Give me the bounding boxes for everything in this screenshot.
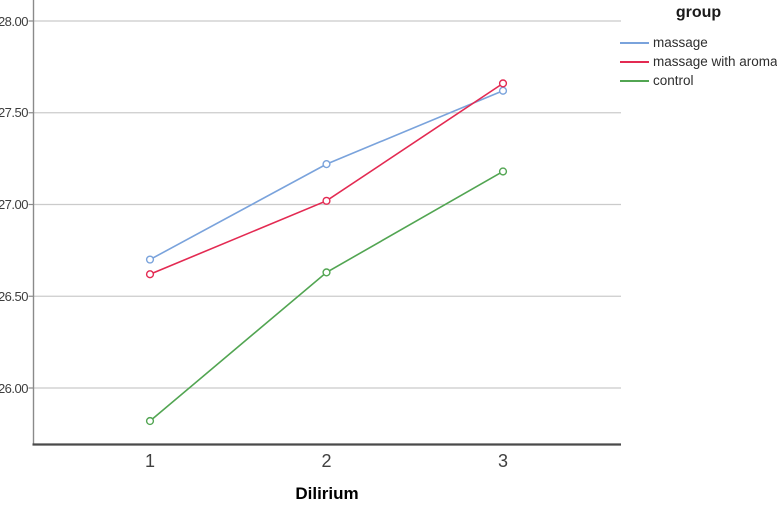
data-point-marker bbox=[498, 79, 508, 88]
data-point-marker bbox=[322, 268, 331, 277]
x-axis-title: Dilirium bbox=[295, 484, 359, 503]
y-tick-label: 26.50 bbox=[0, 288, 29, 304]
y-tick-label: 27.50 bbox=[0, 105, 29, 121]
data-point-marker bbox=[322, 196, 331, 205]
data-point-marker bbox=[498, 167, 508, 176]
legend-line-swatch bbox=[620, 41, 649, 44]
y-tick-label: 26.00 bbox=[0, 380, 29, 396]
x-tick-label: 2 bbox=[321, 451, 332, 471]
legend-line-swatch bbox=[620, 60, 649, 63]
data-point-marker bbox=[322, 160, 331, 169]
legend-item-label: massage bbox=[653, 35, 708, 50]
legend-item-massage: massage bbox=[620, 33, 777, 52]
legend-item-label: massage with aroma bbox=[653, 54, 777, 69]
legend-item-massage-with-aroma: massage with aroma bbox=[620, 52, 777, 71]
legend-item-label: control bbox=[653, 73, 694, 88]
x-tick-label: 1 bbox=[144, 451, 155, 471]
data-point-marker bbox=[145, 270, 155, 279]
y-tick-label: 27.00 bbox=[0, 197, 29, 212]
x-tick-label: 3 bbox=[497, 451, 508, 471]
legend: group massage massage with aroma control bbox=[620, 4, 777, 90]
data-point-marker bbox=[145, 416, 155, 426]
data-point-marker bbox=[145, 255, 155, 264]
legend-line-swatch bbox=[620, 79, 649, 82]
legend-title: group bbox=[675, 4, 722, 21]
data-point-marker bbox=[498, 86, 508, 95]
series-line-massage bbox=[149, 89, 504, 261]
legend-item-control: control bbox=[620, 71, 777, 90]
y-tick-label: 28.00 bbox=[0, 13, 29, 29]
